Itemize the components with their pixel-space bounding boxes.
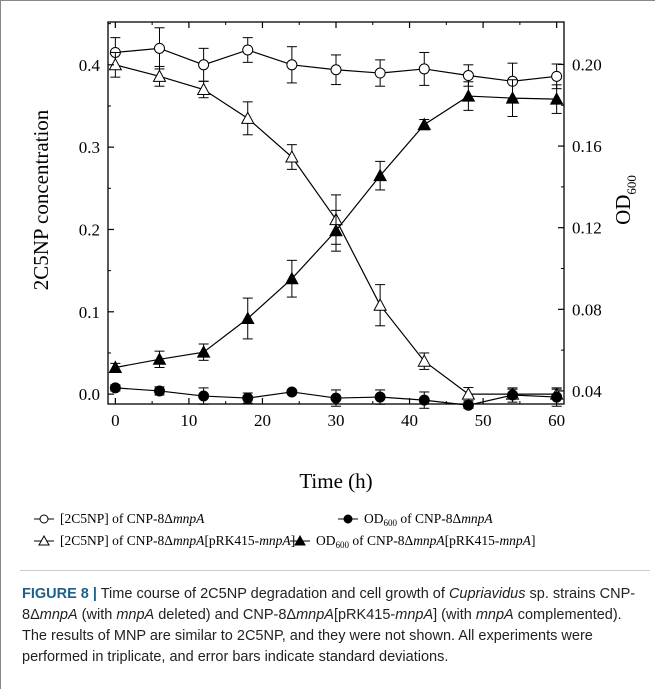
y-axis-left-title: 2C5NP concentration <box>29 109 53 290</box>
data-point <box>153 385 165 397</box>
legend: [2C5NP] of CNP-8ΔmnpA OD600 of CNP-8Δmnp… <box>34 511 535 550</box>
data-point <box>242 44 254 56</box>
svg-text:[2C5NP] of CNP-8ΔmnpA: [2C5NP] of CNP-8ΔmnpA <box>60 511 205 526</box>
y-axis-right-title-group: OD600 <box>611 175 639 225</box>
figure-caption: FIGURE 8 | Time course of 2C5NP degradat… <box>22 586 636 665</box>
figure-label: FIGURE 8 | <box>22 586 97 602</box>
y-left-tick-label: 0.2 <box>79 220 100 239</box>
data-point <box>198 390 210 402</box>
data-point <box>286 386 298 398</box>
data-point <box>152 352 167 365</box>
data-point <box>549 92 564 105</box>
legend-item-4: OD600 of CNP-8ΔmnpA[pRK415-mnpA] <box>290 533 535 550</box>
data-point <box>462 399 474 411</box>
x-tick-label: 40 <box>401 411 418 430</box>
data-point <box>286 59 298 71</box>
series-1 <box>109 27 563 100</box>
x-tick-label: 10 <box>180 411 197 430</box>
data-point <box>152 69 167 82</box>
data-point <box>109 382 121 394</box>
y-axis-right-title-subscript: 600 <box>624 175 639 195</box>
data-point <box>461 89 476 102</box>
y-left-tick-label: 0.0 <box>79 385 100 404</box>
legend-item-1: [2C5NP] of CNP-8ΔmnpA <box>34 511 205 526</box>
legend-item-3: [2C5NP] of CNP-8ΔmnpA[pRK415-mnpA] <box>34 533 295 548</box>
series-3 <box>109 382 563 411</box>
series-4 <box>108 79 564 373</box>
axes: 0 10 20 30 40 50 60 0.0 0.1 0.2 0.3 0.4 0.04 0.08 0.12… <box>79 21 602 430</box>
data-point <box>285 149 299 163</box>
data-point <box>240 311 255 324</box>
data-point <box>418 394 430 406</box>
data-point <box>461 387 476 400</box>
data-point <box>196 82 211 96</box>
data-point <box>108 360 123 373</box>
data-point <box>417 354 432 367</box>
frame-left-border <box>0 0 1 689</box>
plot-area <box>108 27 564 411</box>
data-point <box>153 42 165 54</box>
data-point <box>551 70 563 82</box>
y-left-tick-label: 0.4 <box>79 56 101 75</box>
data-point <box>240 111 255 124</box>
data-point <box>373 168 387 182</box>
data-point <box>373 298 387 311</box>
y-axis-right-title: OD <box>611 195 635 225</box>
y-right-tick-label: 0.20 <box>572 55 602 74</box>
data-point <box>330 64 342 76</box>
legend-item-2: OD600 of CNP-8ΔmnpA <box>338 511 493 528</box>
data-point <box>329 223 343 237</box>
chart: 0 10 20 30 40 50 60 0.0 0.1 0.2 0.3 0.4 0.04 0.08 0.12… <box>29 21 639 550</box>
frame-top-border <box>0 0 655 1</box>
x-tick-label: 0 <box>111 411 120 430</box>
y-right-tick-label: 0.04 <box>572 382 602 401</box>
y-left-tick-label: 0.3 <box>79 138 100 157</box>
data-point <box>505 91 520 104</box>
y-right-tick-label: 0.08 <box>572 300 602 319</box>
x-tick-label: 50 <box>475 411 492 430</box>
x-tick-label: 30 <box>328 411 345 430</box>
data-point <box>198 59 210 71</box>
svg-text:OD600 of CNP-8ΔmnpA: OD600 of CNP-8ΔmnpA <box>364 511 493 528</box>
data-point <box>417 117 432 131</box>
x-tick-label: 20 <box>254 411 271 430</box>
svg-text:[2C5NP] of CNP-8ΔmnpA[pRK415-m: [2C5NP] of CNP-8ΔmnpA[pRK415-mnpA] <box>60 533 295 548</box>
svg-text:OD600 of CNP-8ΔmnpA[pRK415-mnp: OD600 of CNP-8ΔmnpA[pRK415-mnpA] <box>316 533 535 550</box>
data-point <box>242 392 254 404</box>
y-right-tick-label: 0.12 <box>572 219 602 238</box>
data-point <box>507 389 519 401</box>
svg-text:OD600: OD600 <box>611 175 639 225</box>
data-point <box>374 67 386 79</box>
data-point <box>418 63 430 75</box>
x-tick-label: 60 <box>548 411 565 430</box>
x-axis-title: Time (h) <box>299 469 372 493</box>
y-right-tick-label: 0.16 <box>572 137 602 156</box>
caption-divider <box>20 570 650 571</box>
data-point <box>285 271 299 285</box>
data-point <box>196 345 211 358</box>
data-point <box>462 70 474 82</box>
y-left-tick-label: 0.1 <box>79 303 100 322</box>
data-point <box>374 391 386 403</box>
